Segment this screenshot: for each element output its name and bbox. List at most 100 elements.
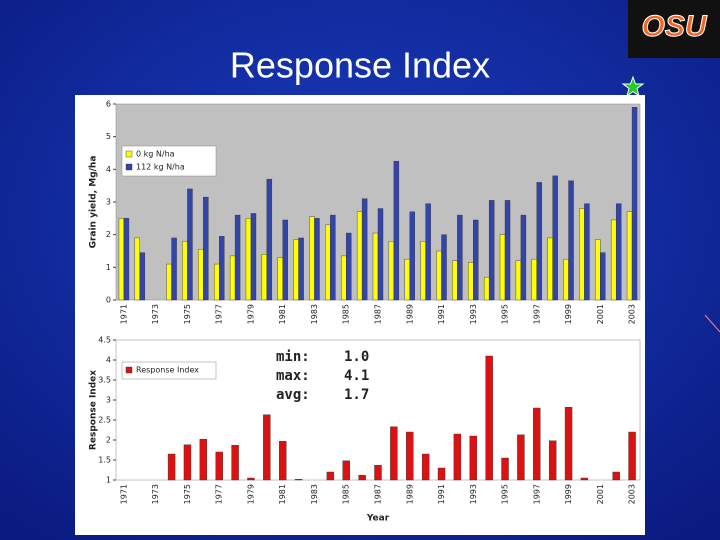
x-tick-label: 1997 — [532, 304, 541, 324]
bar — [203, 196, 209, 301]
bar — [453, 433, 462, 481]
x-tick-label: 1983 — [310, 304, 319, 324]
bar — [325, 224, 331, 301]
bar — [615, 203, 622, 301]
stat-label: max: — [276, 368, 310, 384]
bar — [515, 260, 522, 301]
bar — [199, 439, 208, 481]
stat-label: avg: — [276, 387, 310, 403]
bar — [346, 232, 352, 301]
bar — [584, 203, 590, 301]
y-tick-label: 1 — [106, 476, 111, 485]
bar — [293, 239, 299, 301]
legend-swatch — [125, 150, 133, 158]
x-tick-label: 1997 — [532, 484, 541, 504]
bar — [393, 160, 400, 301]
bar — [198, 249, 204, 301]
bar — [187, 188, 193, 301]
x-tick-label: 1977 — [215, 484, 224, 504]
x-tick-label: 2003 — [628, 304, 637, 324]
bar — [123, 218, 130, 301]
y-tick-label: 1.5 — [98, 456, 111, 465]
x-tick-label: 1981 — [278, 484, 287, 504]
bar — [261, 254, 268, 301]
bar — [277, 257, 283, 301]
stat-value: 1.7 — [344, 387, 369, 403]
bar — [420, 240, 426, 301]
x-tick-label: 1985 — [342, 484, 351, 504]
x-tick-label: 1995 — [501, 304, 510, 324]
bar — [568, 180, 574, 301]
bar — [250, 213, 257, 301]
y-tick-label: 2 — [106, 436, 111, 445]
bar — [294, 479, 303, 481]
bar — [404, 258, 410, 301]
legend-label: Response Index — [136, 366, 199, 375]
bar — [536, 182, 542, 301]
bar — [361, 198, 368, 301]
bar — [390, 426, 398, 481]
x-tick-label: 1979 — [246, 304, 255, 324]
bar — [579, 208, 585, 301]
bar — [182, 240, 188, 301]
bar — [421, 453, 430, 481]
bar — [552, 175, 558, 301]
y-tick-label: 0 — [106, 296, 111, 305]
bar — [628, 431, 636, 481]
bar — [406, 431, 414, 481]
bar — [610, 219, 617, 301]
x-tick-label: 2003 — [628, 484, 637, 504]
legend-swatch — [125, 163, 133, 171]
bar — [595, 239, 601, 301]
bar — [631, 107, 638, 301]
y-axis-label: Grain yield, Mg/ha — [89, 156, 99, 249]
y-axis-label: Response Index — [89, 370, 99, 450]
bar — [245, 218, 252, 301]
bar — [547, 237, 553, 301]
bar — [118, 218, 125, 301]
y-tick-label: 5 — [106, 132, 111, 141]
x-tick-label: 1971 — [119, 304, 128, 324]
stat-label: min: — [276, 349, 310, 365]
bar — [215, 451, 223, 481]
bar — [234, 214, 241, 301]
x-tick-label: 2001 — [596, 484, 605, 504]
x-tick-label: 1999 — [564, 484, 573, 504]
bar — [600, 252, 606, 301]
bar — [520, 214, 527, 301]
y-tick-label: 2.5 — [98, 416, 111, 425]
bar — [341, 255, 347, 301]
bar — [626, 211, 633, 301]
bar — [139, 252, 146, 301]
bar — [166, 263, 172, 301]
y-tick-label: 3.5 — [98, 376, 111, 385]
bar — [282, 219, 288, 301]
bar — [219, 236, 225, 301]
bar — [483, 276, 490, 301]
bar — [247, 477, 255, 481]
plot-area — [115, 339, 641, 481]
bar — [409, 211, 415, 301]
bar — [377, 208, 384, 301]
bar — [501, 457, 509, 481]
bar — [279, 441, 287, 481]
stat-value: 1.0 — [344, 349, 369, 365]
bar — [229, 255, 236, 301]
y-tick-label: 6 — [106, 100, 111, 109]
star — [621, 75, 645, 98]
x-tick-label: 1991 — [437, 304, 446, 324]
bar — [517, 434, 525, 481]
x-tick-label: 1977 — [215, 304, 224, 324]
y-tick-label: 3 — [106, 198, 111, 207]
x-tick-label: 1983 — [310, 484, 319, 504]
y-tick-label: 4 — [106, 356, 111, 365]
bar — [436, 250, 442, 301]
x-tick-label: 1985 — [342, 304, 351, 324]
decor-line — [704, 314, 720, 333]
bar — [533, 407, 541, 481]
bar — [612, 471, 620, 481]
bar — [134, 237, 141, 301]
legend-box — [121, 145, 217, 177]
bar — [441, 234, 447, 301]
